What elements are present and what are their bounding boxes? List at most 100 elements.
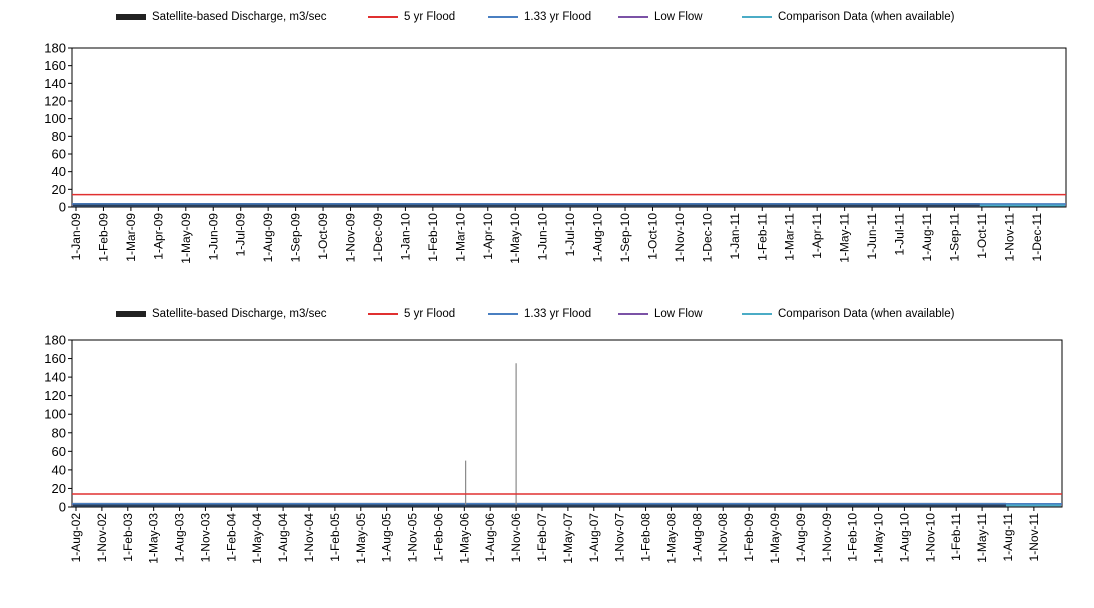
y-tick-label: 80	[52, 425, 66, 440]
legend-bottom: Satellite-based Discharge, m3/sec 5 yr F…	[0, 306, 1094, 326]
x-tick-label: 1-Feb-11	[755, 213, 769, 261]
x-tick-label: 1-Feb-09	[96, 213, 110, 262]
legend-top: Satellite-based Discharge, m3/sec 5 yr F…	[0, 9, 1094, 29]
x-tick-label: 1-Jul-09	[234, 213, 248, 257]
y-tick-label: 40	[52, 164, 66, 179]
legend-item-discharge: Satellite-based Discharge, m3/sec	[116, 308, 327, 320]
legend-swatch-discharge	[116, 14, 146, 20]
x-tick-label: 1-May-07	[561, 513, 575, 564]
x-tick-label: 1-Aug-10	[591, 213, 605, 263]
legend-item-comparison: Comparison Data (when available)	[742, 11, 954, 23]
legend-item-discharge: Satellite-based Discharge, m3/sec	[116, 11, 327, 23]
x-tick-label: 1-Nov-04	[302, 513, 316, 563]
x-tick-label: 1-May-05	[354, 513, 368, 564]
x-tick-label: 1-May-11	[975, 513, 989, 563]
y-tick-label: 180	[44, 333, 66, 348]
chart-panel-bottom: Satellite-based Discharge, m3/sec 5 yr F…	[0, 300, 1094, 608]
legend-swatch-133yr-flood	[488, 313, 518, 315]
x-tick-label: 1-Feb-06	[431, 513, 445, 562]
legend-item-133yr-flood: 1.33 yr Flood	[488, 308, 591, 320]
x-tick-label: 1-Nov-10	[923, 513, 937, 563]
plot-area	[71, 47, 1067, 208]
y-tick-label: 20	[52, 182, 66, 197]
x-tick-label: 1-May-06	[457, 513, 471, 564]
legend-label-discharge: Satellite-based Discharge, m3/sec	[152, 308, 327, 320]
x-tick-label: 1-Dec-09	[371, 213, 385, 263]
x-tick-label: 1-May-10	[872, 513, 886, 564]
x-tick-label: 1-Feb-04	[224, 513, 238, 562]
x-tick-label: 1-Feb-07	[535, 513, 549, 562]
legend-swatch-low-flow	[618, 313, 648, 315]
x-tick-label: 1-Oct-10	[645, 213, 659, 260]
x-tick-label: 1-Jan-09	[69, 213, 83, 261]
legend-item-5yr-flood: 5 yr Flood	[368, 11, 455, 23]
y-tick-label: 60	[52, 147, 66, 162]
x-tick-label: 1-Aug-04	[276, 513, 290, 563]
y-tick-label: 0	[59, 200, 66, 215]
x-tick-label: 1-Mar-11	[783, 213, 797, 261]
x-tick-label: 1-Mar-09	[124, 213, 138, 262]
y-tick-label: 0	[59, 500, 66, 515]
x-tick-label: 1-Apr-11	[810, 213, 824, 259]
legend-label-low-flow: Low Flow	[654, 11, 703, 23]
discharge-chart-bottom: 180 160 140 120 100 80 60 40 20 01-Aug-02 1-Nov-02…	[44, 333, 1063, 564]
x-tick-label: 1-Sep-11	[947, 213, 961, 262]
x-tick-label: 1-Feb-10	[846, 513, 860, 562]
legend-swatch-discharge	[116, 311, 146, 317]
x-tick-label: 1-Feb-11	[949, 513, 963, 561]
x-tick-label: 1-May-08	[664, 513, 678, 564]
y-tick-label: 160	[44, 351, 66, 366]
x-tick-label: 1-Aug-05	[380, 513, 394, 563]
x-tick-label: 1-Apr-10	[481, 213, 495, 260]
x-tick-label: 1-Jul-11	[893, 213, 907, 256]
legend-label-comparison: Comparison Data (when available)	[778, 11, 955, 23]
chart-panel-top: Satellite-based Discharge, m3/sec 5 yr F…	[0, 0, 1094, 300]
x-tick-label: 1-May-10	[508, 213, 522, 264]
x-tick-label: 1-Nov-11	[1027, 513, 1041, 562]
x-tick-label: 1-Oct-09	[316, 213, 330, 260]
plot-area	[71, 339, 1063, 508]
y-tick-label: 20	[52, 481, 66, 496]
legend-label-low-flow: Low Flow	[654, 308, 703, 320]
legend-label-5yr-flood: 5 yr Flood	[404, 308, 456, 320]
x-tick-label: 1-Jun-10	[536, 213, 550, 261]
x-tick-label: 1-Aug-10	[897, 513, 911, 563]
x-tick-label: 1-Jan-11	[728, 213, 742, 260]
x-tick-label: 1-Aug-06	[483, 513, 497, 563]
y-tick-label: 100	[44, 111, 66, 126]
x-tick-label: 1-Nov-07	[613, 513, 627, 563]
y-tick-label: 160	[44, 58, 66, 73]
legend-item-low-flow: Low Flow	[618, 308, 703, 320]
x-tick-label: 1-Oct-11	[975, 213, 989, 259]
x-tick-label: 1-Feb-09	[742, 513, 756, 562]
legend-item-low-flow: Low Flow	[618, 11, 703, 23]
legend-swatch-5yr-flood	[368, 16, 398, 18]
y-tick-label: 120	[44, 388, 66, 403]
y-tick-label: 100	[44, 407, 66, 422]
x-tick-label: 1-May-11	[838, 213, 852, 263]
y-tick-label: 60	[52, 444, 66, 459]
x-tick-label: 1-Aug-07	[587, 513, 601, 563]
x-tick-label: 1-Nov-03	[198, 513, 212, 563]
x-tick-label: 1-Feb-10	[426, 213, 440, 262]
legend-swatch-5yr-flood	[368, 313, 398, 315]
x-tick-label: 1-Jun-09	[206, 213, 220, 261]
legend-item-comparison: Comparison Data (when available)	[742, 308, 954, 320]
legend-label-133yr-flood: 1.33 yr Flood	[524, 308, 592, 320]
x-tick-label: 1-May-09	[179, 213, 193, 264]
x-tick-label: 1-Feb-05	[328, 513, 342, 562]
x-tick-label: 1-Aug-08	[690, 513, 704, 563]
y-tick-label: 140	[44, 76, 66, 91]
x-tick-label: 1-May-04	[250, 513, 264, 564]
x-tick-label: 1-Jun-11	[865, 213, 879, 260]
x-tick-label: 1-Sep-10	[618, 213, 632, 263]
y-tick-label: 180	[44, 41, 66, 56]
legend-swatch-133yr-flood	[488, 16, 518, 18]
legend-swatch-low-flow	[618, 16, 648, 18]
x-tick-label: 1-May-03	[147, 513, 161, 564]
legend-label-5yr-flood: 5 yr Flood	[404, 11, 456, 23]
x-tick-label: 1-Aug-11	[1001, 513, 1015, 562]
x-tick-label: 1-Nov-05	[406, 513, 420, 563]
x-tick-label: 1-Feb-08	[639, 513, 653, 562]
x-tick-label: 1-Jan-10	[398, 213, 412, 261]
